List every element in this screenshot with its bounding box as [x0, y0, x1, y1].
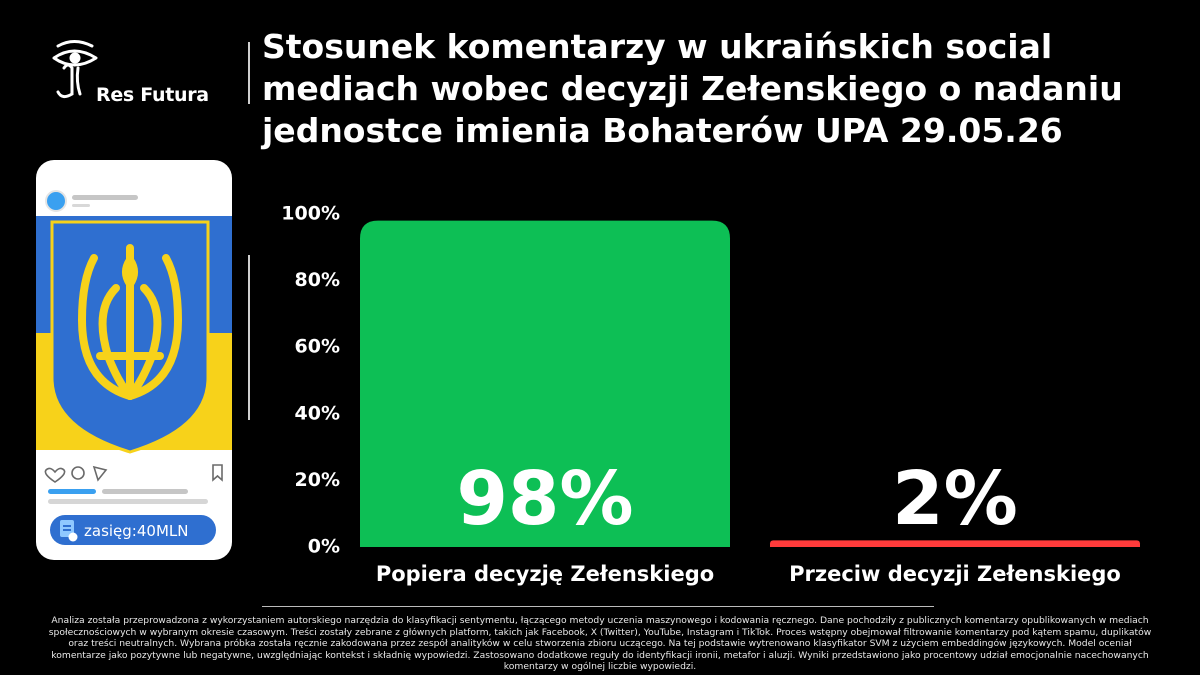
- caption-placeholder-2: [48, 499, 208, 504]
- y-axis: 0% 20% 40% 60% 80% 100%: [281, 203, 340, 558]
- caption-placeholder: [102, 489, 188, 494]
- y-tick-label: 20%: [295, 469, 340, 491]
- ukraine-flag-image: [36, 216, 232, 454]
- footnote-divider: [262, 606, 934, 607]
- category-label: Przeciw decyzji Zełenskiego: [789, 562, 1121, 586]
- category-labels: Popiera decyzję Zełenskiego Przeciw decyz…: [376, 562, 1121, 586]
- share-icon: [92, 465, 108, 482]
- avatar-icon: [45, 190, 67, 212]
- y-tick-label: 40%: [295, 402, 340, 424]
- brand-name: Res Futura: [96, 84, 209, 106]
- like-icon: [44, 467, 66, 483]
- bar: [360, 220, 730, 547]
- eye-logo-icon: [52, 40, 98, 99]
- likes-placeholder: [48, 489, 96, 494]
- category-label: Popiera decyzję Zełenskiego: [376, 562, 714, 586]
- reach-icon: [60, 520, 78, 542]
- y-tick-label: 0%: [308, 536, 340, 558]
- bar-chart: 0% 20% 40% 60% 80% 100% 98% 2% Popiera decyzję…: [281, 203, 1140, 586]
- y-tick-label: 100%: [281, 203, 340, 225]
- comment-icon: [71, 466, 85, 480]
- phone-divider: [248, 255, 250, 420]
- username-placeholder: [72, 195, 138, 200]
- y-tick-label: 60%: [295, 336, 340, 358]
- subtitle-placeholder: [72, 204, 90, 207]
- methodology-footnote: Analiza została przeprowadzona z wykorzy…: [48, 615, 1152, 673]
- brand-logo: Res Futura: [52, 38, 222, 108]
- page-title: Stosunek komentarzy w ukraińskich social…: [262, 27, 1123, 150]
- value-label: 2%: [892, 456, 1018, 542]
- bars: 98% 2%: [360, 220, 1140, 547]
- title-divider: [248, 42, 250, 104]
- reach-badge: [50, 515, 216, 545]
- value-label: 98%: [456, 456, 633, 542]
- social-post-mockup: zasięg:40MLN: [36, 160, 232, 560]
- bar: [770, 540, 1140, 547]
- trident-icon: [78, 244, 182, 400]
- post-actions-bar: [44, 464, 223, 483]
- reach-label: zasięg:40MLN: [84, 522, 188, 540]
- y-tick-label: 80%: [295, 269, 340, 291]
- bookmark-icon: [212, 464, 223, 482]
